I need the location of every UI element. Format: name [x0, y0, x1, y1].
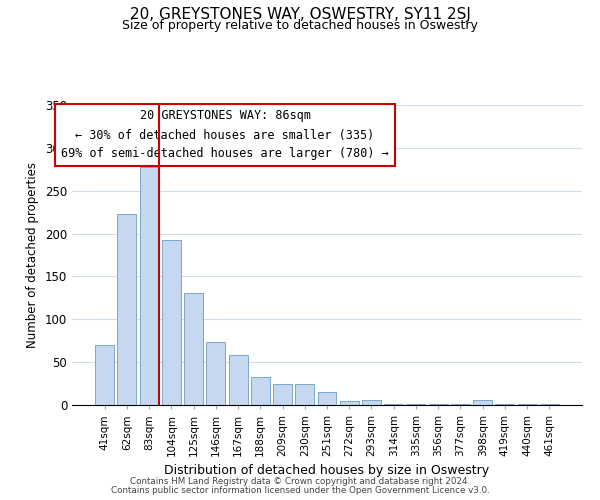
Bar [206, 342, 225, 405]
Bar [317, 392, 337, 405]
Bar [406, 404, 425, 405]
Text: Size of property relative to detached houses in Oswestry: Size of property relative to detached ho… [122, 19, 478, 32]
Bar [229, 356, 248, 405]
Y-axis label: Number of detached properties: Number of detached properties [26, 162, 40, 348]
Bar [540, 404, 559, 405]
Bar [162, 240, 181, 405]
Bar [473, 400, 492, 405]
Text: 20 GREYSTONES WAY: 86sqm
← 30% of detached houses are smaller (335)
69% of semi-: 20 GREYSTONES WAY: 86sqm ← 30% of detach… [61, 110, 389, 160]
Bar [362, 400, 381, 405]
Bar [429, 404, 448, 405]
Bar [518, 404, 536, 405]
Text: 20, GREYSTONES WAY, OSWESTRY, SY11 2SJ: 20, GREYSTONES WAY, OSWESTRY, SY11 2SJ [130, 8, 470, 22]
Bar [340, 400, 359, 405]
Text: Contains public sector information licensed under the Open Government Licence v3: Contains public sector information licen… [110, 486, 490, 495]
Bar [140, 166, 158, 405]
Bar [273, 384, 292, 405]
Bar [95, 345, 114, 405]
Bar [118, 214, 136, 405]
Bar [451, 404, 470, 405]
Bar [184, 292, 203, 405]
Bar [496, 404, 514, 405]
X-axis label: Distribution of detached houses by size in Oswestry: Distribution of detached houses by size … [164, 464, 490, 477]
Text: Contains HM Land Registry data © Crown copyright and database right 2024.: Contains HM Land Registry data © Crown c… [130, 477, 470, 486]
Bar [251, 376, 270, 405]
Bar [295, 384, 314, 405]
Bar [384, 404, 403, 405]
